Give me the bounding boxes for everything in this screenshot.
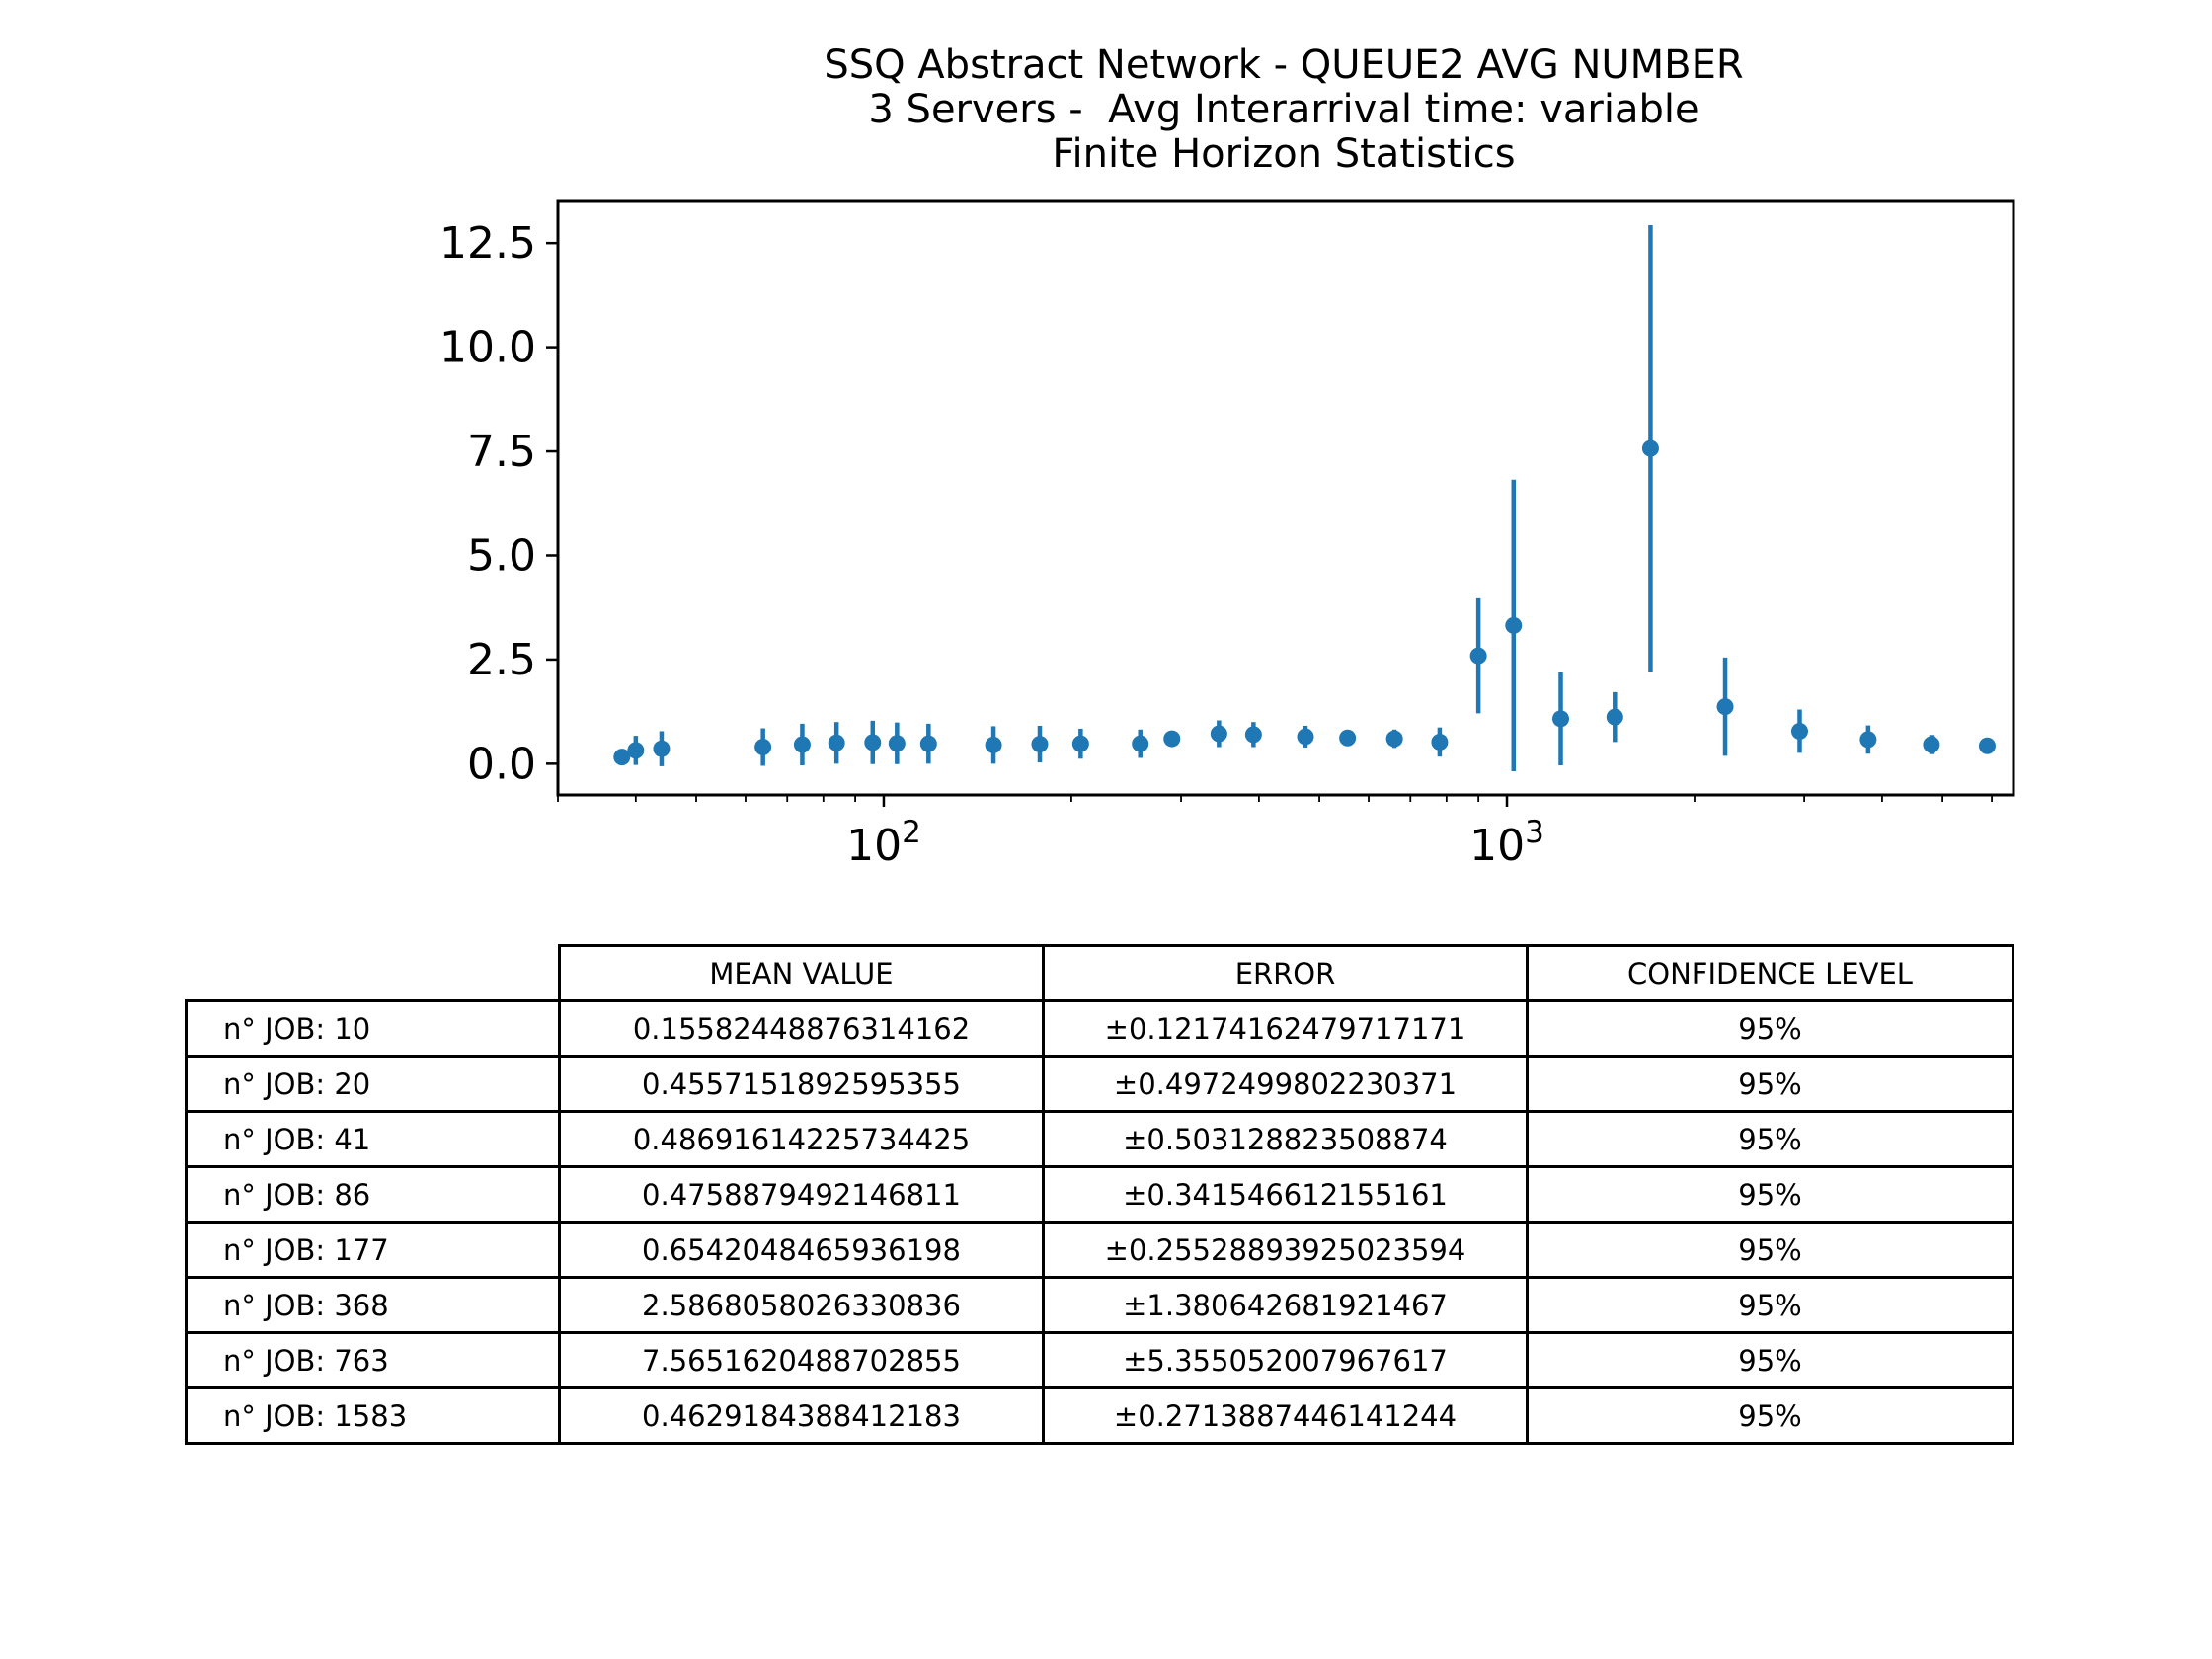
table-header-row: MEAN VALUE ERROR CONFIDENCE LEVEL [187,944,2014,1002]
mean-cell: 2.5868058026330836 [558,1276,1045,1334]
x-tick-label-exponent: 2 [902,815,921,850]
header-confidence-level: CONFIDENCE LEVEL [1526,944,2014,1002]
y-tick-label-0: 0.0 [467,739,536,789]
data-point-25 [1716,698,1734,716]
mean-cell: 0.4629184388412183 [558,1386,1045,1445]
y-axis: 0.0 2.5 5.0 7.5 10.0 12.5 [439,218,558,789]
plot-area [556,199,2015,797]
row-label: n° JOB: 41 [185,1110,561,1168]
data-point-3 [754,738,772,755]
data-point-10 [1031,736,1049,753]
mean-cell: 0.48691614225734425 [558,1110,1045,1168]
title-line-1: SSQ Abstract Network - QUEUE2 AVG NUMBER [824,42,1744,88]
row-label: n° JOB: 20 [185,1055,561,1113]
error-cell: ±0.2713887446141244 [1042,1386,1529,1445]
data-point-9 [985,736,1002,753]
x-axis: 102 103 [557,795,1993,871]
statistics-table: MEAN VALUE ERROR CONFIDENCE LEVEL n° JOB… [185,944,2014,1445]
error-cell: ±0.4972499802230371 [1042,1055,1529,1113]
data-point-0 [613,749,631,766]
data-point-12 [1132,735,1149,752]
data-point-20 [1469,647,1487,665]
chart-title: SSQ Abstract Network - QUEUE2 AVG NUMBER… [553,43,2014,177]
error-cell: ±0.25528893925023594 [1042,1221,1529,1279]
table-row: n° JOB: 20 0.4557151892595355 ±0.4972499… [185,1055,2014,1113]
x-tick-label-base: 10 [846,821,902,871]
data-point-18 [1385,730,1403,748]
data-point-24 [1641,439,1659,457]
data-point-16 [1297,728,1314,746]
data-point-11 [1071,735,1089,752]
confidence-cell: 95% [1526,999,2014,1058]
data-point-27 [1859,731,1877,749]
row-label: n° JOB: 86 [185,1165,561,1224]
data-point-14 [1210,725,1227,743]
confidence-cell: 95% [1526,1055,2014,1113]
data-point-26 [1790,722,1808,740]
table-row: n° JOB: 10 0.15582448876314162 ±0.121741… [185,999,2014,1058]
x-tick-label-exponent: 3 [1525,815,1544,850]
mean-cell: 0.6542048465936198 [558,1221,1045,1279]
data-point-1 [627,742,645,759]
data-point-13 [1163,730,1181,748]
error-cell: ±0.12174162479717171 [1042,999,1529,1058]
confidence-cell: 95% [1526,1221,2014,1279]
table-corner [187,946,560,1001]
data-point-5 [828,734,845,751]
row-label: n° JOB: 763 [185,1331,561,1389]
data-point-2 [653,740,671,757]
error-cell: ±5.355052007967617 [1042,1331,1529,1389]
data-point-8 [919,735,937,752]
x-tick-label-1: 103 [1469,815,1544,871]
x-tick-label-0: 102 [846,815,921,871]
confidence-cell: 95% [1526,1331,2014,1389]
data-point-19 [1431,733,1449,750]
confidence-cell: 95% [1526,1110,2014,1168]
error-cell: ±0.341546612155161 [1042,1165,1529,1224]
table-row: n° JOB: 763 7.5651620488702855 ±5.355052… [185,1331,2014,1389]
row-label: n° JOB: 10 [185,999,561,1058]
x-tick-label-base: 10 [1469,821,1525,871]
confidence-cell: 95% [1526,1276,2014,1334]
mean-cell: 0.4758879492146811 [558,1165,1045,1224]
header-error: ERROR [1042,944,1529,1002]
errorbar-chart: 0.02.55.07.510.012.5 102 103 [439,199,2015,871]
y-tick-label-1: 2.5 [467,635,536,685]
title-line-3: Finite Horizon Statistics [1052,131,1516,177]
y-tick-label-3: 7.5 [467,427,536,477]
error-cell: ±1.380642681921467 [1042,1276,1529,1334]
data-point-21 [1505,616,1523,634]
data-point-17 [1339,729,1357,747]
confidence-cell: 95% [1526,1386,2014,1445]
table-row: n° JOB: 1583 0.4629184388412183 ±0.27138… [185,1386,2014,1445]
data-point-4 [793,736,811,753]
row-label: n° JOB: 177 [185,1221,561,1279]
data-point-29 [1978,737,1996,754]
data-point-28 [1923,736,1940,753]
y-tick-label-2: 5.0 [467,530,536,581]
y-tick-label-5: 12.5 [439,218,536,269]
mean-cell: 0.4557151892595355 [558,1055,1045,1113]
error-cell: ±0.503128823508874 [1042,1110,1529,1168]
row-label: n° JOB: 1583 [185,1386,561,1445]
table-row: n° JOB: 41 0.48691614225734425 ±0.503128… [185,1110,2014,1168]
mean-cell: 7.5651620488702855 [558,1331,1045,1389]
header-mean-value: MEAN VALUE [558,944,1045,1002]
row-label: n° JOB: 368 [185,1276,561,1334]
chart-marks [613,225,1996,771]
data-point-22 [1552,710,1570,728]
y-tick-label-4: 10.0 [439,323,536,373]
confidence-cell: 95% [1526,1165,2014,1224]
table-row: n° JOB: 177 0.6542048465936198 ±0.255288… [185,1221,2014,1279]
table-row: n° JOB: 86 0.4758879492146811 ±0.3415466… [185,1165,2014,1224]
data-point-6 [864,734,882,751]
mean-cell: 0.15582448876314162 [558,999,1045,1058]
title-line-2: 3 Servers - Avg Interarrival time: varia… [868,87,1699,132]
data-point-23 [1606,708,1623,726]
data-point-7 [888,735,906,752]
table-row: n° JOB: 368 2.5868058026330836 ±1.380642… [185,1276,2014,1334]
data-point-15 [1244,726,1262,744]
